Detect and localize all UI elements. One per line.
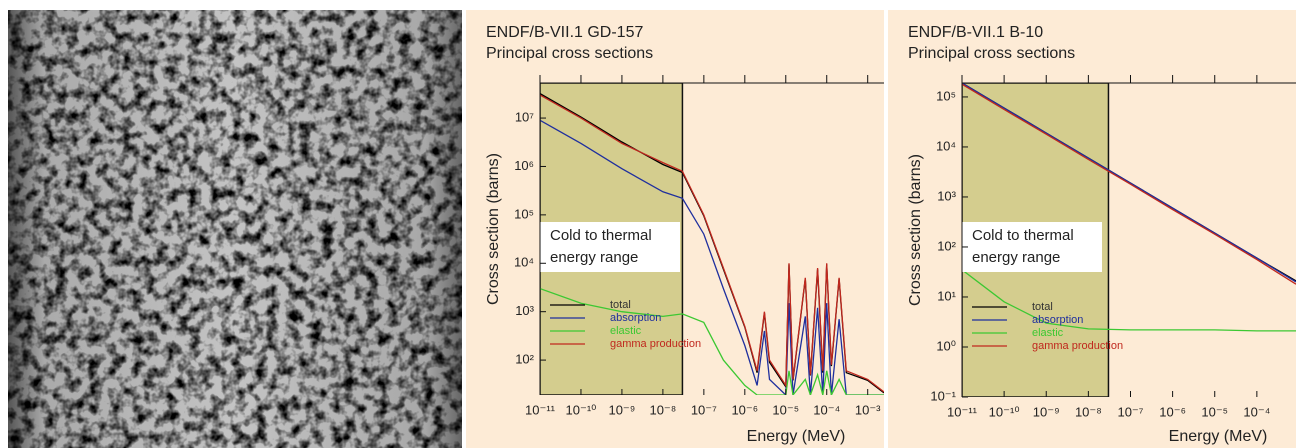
annotation: Cold to thermal energy range bbox=[972, 227, 1074, 266]
y-tick-label: 10⁴ bbox=[514, 255, 534, 270]
annotation-line: Cold to thermal bbox=[972, 227, 1074, 244]
x-tick-label: 10⁻⁵ bbox=[772, 402, 799, 417]
x-tick-label: 10⁻⁷ bbox=[1117, 404, 1143, 419]
x-tick-label: 10⁻⁶ bbox=[1159, 404, 1186, 419]
y-tick-label: 10¹ bbox=[937, 288, 956, 303]
series-line bbox=[540, 287, 884, 395]
legend-label: total bbox=[1032, 301, 1053, 313]
legend-label: elastic bbox=[610, 325, 642, 337]
series-line bbox=[962, 83, 1296, 285]
legend-label: absorption bbox=[1032, 314, 1083, 326]
y-tick-label: 10⁰ bbox=[936, 338, 956, 353]
x-tick-label: 10⁻⁷ bbox=[691, 402, 717, 417]
annotation-line: energy range bbox=[972, 249, 1060, 266]
y-tick-label: 10³ bbox=[937, 188, 956, 203]
micrograph-grain bbox=[8, 10, 462, 448]
x-tick-label: 10⁻⁵ bbox=[1201, 404, 1228, 419]
series-line bbox=[962, 269, 1296, 332]
x-tick-label: 10⁻³ bbox=[855, 402, 881, 417]
x-tick-label: 10⁻⁶ bbox=[731, 402, 758, 417]
x-tick-label: 10⁻⁴ bbox=[1243, 404, 1270, 419]
legend-label: elastic bbox=[1032, 327, 1064, 339]
x-axis-label: Energy (MeV) bbox=[1169, 428, 1268, 445]
y-tick-label: 10⁴ bbox=[936, 138, 956, 153]
y-tick-label: 10² bbox=[937, 238, 956, 253]
annotation-box bbox=[962, 222, 1102, 272]
chart-title: ENDF/B-VII.1 GD-157 bbox=[486, 24, 643, 41]
annotation-box bbox=[540, 222, 680, 272]
x-tick-label: 10⁻¹⁰ bbox=[989, 404, 1020, 419]
x-tick-label: 10⁻¹¹ bbox=[525, 402, 556, 417]
annotation-line: Cold to thermal bbox=[550, 227, 652, 244]
micrograph bbox=[8, 10, 462, 448]
x-tick-label: 10⁻⁸ bbox=[649, 402, 676, 417]
annotation-line: energy range bbox=[550, 249, 638, 266]
y-axis-label: Cross section (barns) bbox=[485, 153, 502, 305]
legend-label: absorption bbox=[610, 312, 661, 324]
series-line bbox=[540, 94, 884, 393]
y-tick-label: 10³ bbox=[515, 303, 534, 318]
y-tick-label: 10⁵ bbox=[514, 206, 534, 221]
x-tick-label: 10⁻¹⁰ bbox=[566, 402, 597, 417]
y-tick-label: 10² bbox=[515, 352, 534, 367]
x-axis-label: Energy (MeV) bbox=[747, 428, 846, 445]
annotation: Cold to thermal energy range bbox=[550, 227, 652, 266]
legend-label: gamma production bbox=[1032, 340, 1123, 352]
series-line bbox=[962, 83, 1296, 283]
legend-label: gamma production bbox=[610, 338, 701, 350]
y-tick-label: 10⁷ bbox=[515, 109, 534, 124]
x-tick-label: 10⁻⁸ bbox=[1075, 404, 1102, 419]
chart-subtitle: Principal cross sections bbox=[908, 45, 1075, 62]
y-tick-label: 10⁵ bbox=[936, 88, 956, 103]
legend-label: total bbox=[610, 299, 631, 311]
x-tick-label: 10⁻⁹ bbox=[1033, 404, 1060, 419]
x-tick-label: 10⁻¹¹ bbox=[947, 404, 978, 419]
y-axis-label: Cross section (barns) bbox=[907, 154, 924, 306]
x-tick-label: 10⁻⁴ bbox=[813, 402, 840, 417]
chart-title: ENDF/B-VII.1 B-10 bbox=[908, 24, 1043, 41]
y-tick-label: 10⁶ bbox=[514, 158, 534, 173]
chart-subtitle: Principal cross sections bbox=[486, 45, 653, 62]
y-tick-label: 10⁻¹ bbox=[930, 388, 956, 403]
x-tick-label: 10⁻⁹ bbox=[608, 402, 635, 417]
